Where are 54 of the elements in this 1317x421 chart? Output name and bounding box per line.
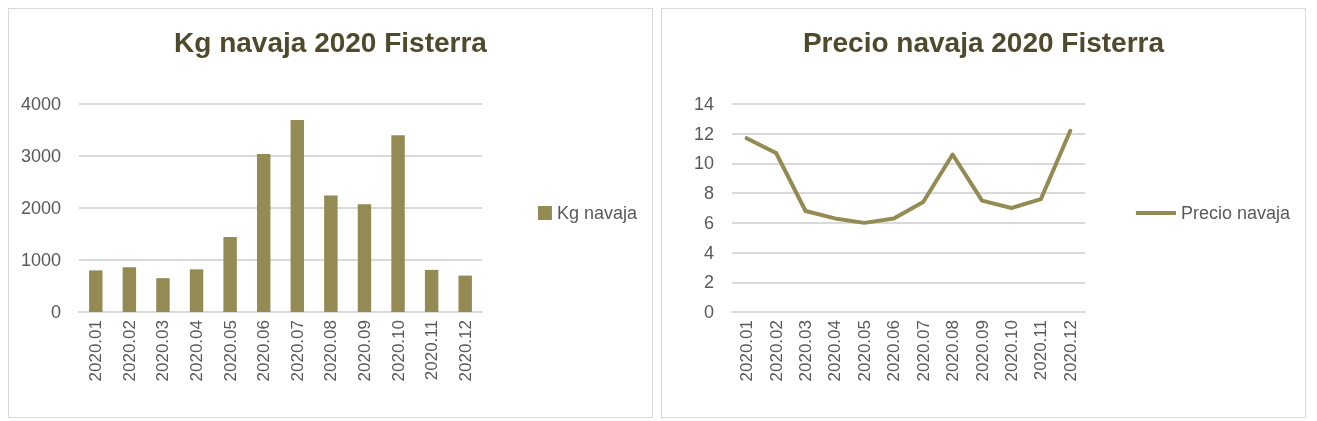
x-tick-label: 2020.09 bbox=[354, 320, 374, 382]
x-tick-label: 2020.05 bbox=[854, 320, 874, 382]
chart-title: Kg navaja 2020 Fisterra bbox=[174, 26, 488, 58]
x-tick-label: 2020.11 bbox=[1031, 320, 1051, 381]
legend-label: Precio navaja bbox=[1180, 203, 1291, 223]
x-tick-label: 2020.10 bbox=[388, 320, 408, 382]
bar bbox=[290, 120, 305, 312]
legend-label: Kg navaja bbox=[556, 203, 638, 223]
y-tick-label: 3000 bbox=[20, 146, 61, 166]
x-tick-label: 2020.12 bbox=[455, 320, 475, 382]
y-tick-label: 10 bbox=[693, 153, 714, 174]
x-tick-label: 2020.02 bbox=[119, 320, 139, 382]
bar bbox=[189, 269, 204, 312]
x-tick-label: 2020.02 bbox=[766, 320, 786, 382]
bar bbox=[458, 275, 472, 312]
y-tick-label: 2000 bbox=[20, 198, 61, 218]
x-tick-label: 2020.01 bbox=[737, 320, 757, 382]
x-tick-label: 2020.11 bbox=[422, 320, 442, 381]
x-tick-label: 2020.04 bbox=[825, 320, 845, 382]
bar bbox=[357, 204, 372, 312]
x-tick-label: 2020.10 bbox=[1001, 320, 1021, 382]
x-tick-label: 2020.06 bbox=[254, 320, 274, 382]
bar bbox=[256, 153, 271, 312]
x-tick-label: 2020.05 bbox=[220, 320, 240, 382]
bar bbox=[89, 270, 103, 312]
x-tick-label: 2020.12 bbox=[1060, 320, 1080, 382]
y-tick-label: 0 bbox=[50, 302, 61, 322]
bar bbox=[424, 269, 439, 312]
x-tick-label: 2020.07 bbox=[913, 320, 933, 382]
x-tick-label: 2020.03 bbox=[153, 320, 173, 382]
x-tick-label: 2020.03 bbox=[796, 320, 816, 382]
y-tick-label: 0 bbox=[703, 302, 714, 322]
y-tick-label: 14 bbox=[693, 94, 714, 114]
bar bbox=[324, 195, 338, 312]
bar bbox=[122, 267, 137, 312]
x-tick-label: 2020.04 bbox=[187, 320, 207, 382]
bar bbox=[223, 237, 237, 312]
y-tick-label: 8 bbox=[703, 183, 714, 204]
bar bbox=[391, 135, 405, 312]
y-tick-label: 4 bbox=[703, 242, 714, 263]
x-tick-label: 2020.08 bbox=[321, 320, 341, 382]
x-tick-label: 2020.01 bbox=[86, 320, 106, 382]
x-tick-label: 2020.06 bbox=[884, 320, 904, 382]
x-tick-label: 2020.07 bbox=[287, 320, 307, 382]
y-tick-label: 6 bbox=[703, 212, 714, 233]
chart-title: Precio navaja 2020 Fisterra bbox=[802, 26, 1165, 58]
y-tick-label: 1000 bbox=[20, 250, 61, 270]
x-tick-label: 2020.08 bbox=[943, 320, 963, 382]
y-tick-label: 2 bbox=[703, 272, 714, 293]
x-tick-label: 2020.09 bbox=[972, 320, 992, 382]
y-tick-label: 12 bbox=[693, 123, 714, 144]
y-tick-label: 4000 bbox=[20, 94, 61, 114]
bar bbox=[156, 278, 170, 312]
line-series bbox=[744, 128, 1073, 225]
